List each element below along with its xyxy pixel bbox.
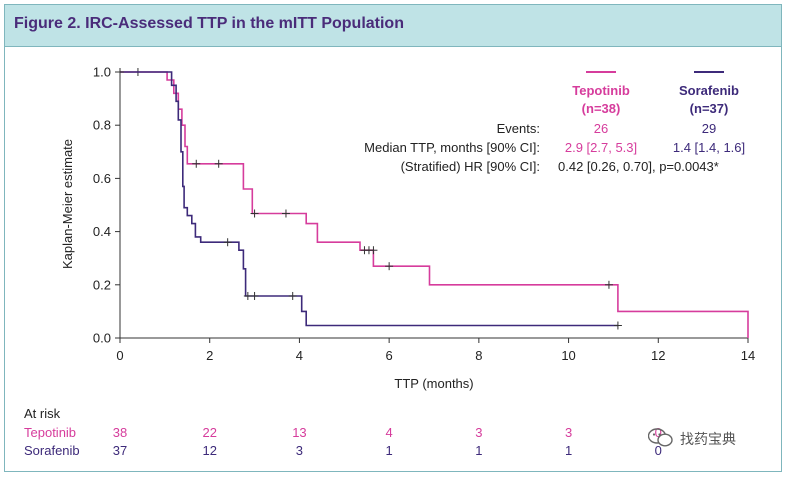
legend-name-tepotinib: Tepotinib — [572, 83, 630, 98]
at-risk-value-sorafenib: 1 — [565, 443, 572, 458]
at-risk-value-sorafenib: 1 — [386, 443, 393, 458]
at-risk-value-tepotinib: 4 — [386, 425, 393, 440]
tepotinib-median: 2.9 [2.7, 5.3] — [565, 140, 637, 155]
legend-name-sorafenib: Sorafenib — [679, 83, 739, 98]
legend: Tepotinib (n=38) Sorafenib (n=37) — [572, 71, 739, 116]
figure-title: Figure 2. IRC-Assessed TTP in the mITT P… — [14, 15, 404, 32]
at-risk-value-tepotinib: 13 — [292, 425, 306, 440]
median-label: Median TTP, months [90% CI]: — [364, 140, 540, 155]
at-risk-value-sorafenib: 0 — [655, 443, 662, 458]
legend-n-sorafenib: (n=37) — [690, 101, 729, 116]
x-ticks: 0 2 4 6 8 10 12 14 — [116, 338, 755, 363]
x-tick-label: 10 — [561, 348, 575, 363]
y-axis-label: Kaplan-Meier estimate — [60, 139, 75, 269]
sorafenib-events: 29 — [702, 121, 716, 136]
km-curve-tepotinib — [120, 71, 749, 338]
x-tick-label: 8 — [475, 348, 482, 363]
at-risk-value-sorafenib: 3 — [296, 443, 303, 458]
at-risk-value-sorafenib: 37 — [113, 443, 127, 458]
at-risk-value-sorafenib: 12 — [202, 443, 216, 458]
tepotinib-events: 26 — [594, 121, 608, 136]
legend-n-tepotinib: (n=38) — [582, 101, 621, 116]
axes — [119, 70, 748, 339]
at-risk-value-tepotinib: 3 — [565, 425, 572, 440]
x-tick-label: 0 — [116, 348, 123, 363]
y-tick-label: 0.4 — [93, 224, 111, 239]
at-risk-value-sorafenib: 1 — [475, 443, 482, 458]
y-tick-label: 0.6 — [93, 171, 111, 186]
y-tick-label: 0.0 — [93, 331, 111, 346]
y-tick-label: 0.2 — [93, 277, 111, 292]
watermark: 找药宝典 — [647, 428, 736, 449]
figure-frame: Figure 2. IRC-Assessed TTP in the mITT P… — [4, 4, 782, 472]
at-risk-name-tepotinib: Tepotinib — [24, 425, 76, 440]
y-ticks: 0.0 0.2 0.4 0.6 0.8 1.0 — [93, 65, 120, 346]
stats-table: Events: Median TTP, months [90% CI]: (St… — [364, 121, 745, 174]
wechat-icon — [647, 428, 673, 447]
title-bar: Figure 2. IRC-Assessed TTP in the mITT P… — [5, 5, 781, 47]
at-risk-value-tepotinib: 38 — [113, 425, 127, 440]
x-axis-label: TTP (months) — [394, 376, 473, 391]
events-label: Events: — [497, 121, 540, 136]
km-curve-sorafenib — [120, 71, 618, 327]
x-tick-label: 6 — [386, 348, 393, 363]
x-tick-label: 2 — [206, 348, 213, 363]
at-risk-value-tepotinib: 3 — [475, 425, 482, 440]
watermark-text: 找药宝典 — [680, 431, 736, 447]
at-risk-values: 38 22 13 4 3 3 0 37 12 3 1 1 1 0 — [113, 425, 662, 458]
y-tick-label: 1.0 — [93, 65, 111, 80]
x-tick-label: 4 — [296, 348, 303, 363]
at-risk-table: At risk Tepotinib Sorafenib 38 22 13 4 3 3 037… — [24, 406, 662, 458]
at-risk-value-tepotinib: 0 — [655, 425, 662, 440]
at-risk-name-sorafenib: Sorafenib — [24, 443, 80, 458]
at-risk-header: At risk — [24, 406, 61, 421]
hr-value: 0.42 [0.26, 0.70], p=0.0043* — [558, 159, 719, 174]
hr-label: (Stratified) HR [90% CI]: — [401, 159, 540, 174]
sorafenib-median: 1.4 [1.4, 1.6] — [673, 140, 745, 155]
at-risk-value-tepotinib: 22 — [202, 425, 216, 440]
x-tick-label: 12 — [651, 348, 665, 363]
x-tick-label: 14 — [741, 348, 755, 363]
y-tick-label: 0.8 — [93, 118, 111, 133]
curves — [116, 68, 749, 338]
